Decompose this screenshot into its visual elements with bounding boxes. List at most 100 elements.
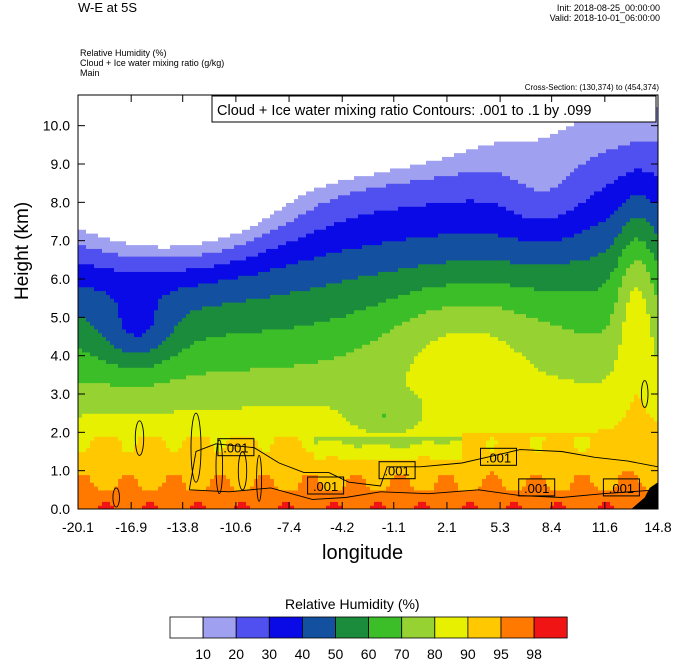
rh-cell [222,463,227,468]
rh-cell [482,378,487,384]
rh-cell [654,386,658,391]
rh-cell [266,405,271,410]
rh-cell [442,459,447,464]
rh-cell [602,459,607,464]
rh-cell [202,451,207,456]
rh-cell [546,470,551,476]
rh-cell [342,505,347,509]
rh-cell [98,478,103,483]
rh-cell [242,405,247,410]
rh-cell [590,505,595,509]
rh-cell [390,455,395,460]
rh-cell [614,413,619,418]
rh-cell [202,374,207,380]
rh-cell [262,378,267,384]
rh-cell [230,489,235,495]
rh-cell [538,409,543,414]
rh-cell [486,489,491,495]
rh-cell [430,505,435,509]
rh-cell [374,440,379,445]
rh-cell [382,501,387,506]
rh-cell [150,382,155,387]
rh-cell [134,428,139,433]
rh-cell [102,440,107,445]
rh-cell [158,447,163,453]
rh-cell [554,420,559,426]
rh-cell [230,466,235,472]
rh-cell [414,413,419,418]
rh-cell [134,382,139,387]
rh-cell [462,493,467,499]
rh-cell [82,493,87,499]
rh-cell [278,397,283,403]
rh-cell [182,382,187,387]
rh-cell [214,493,219,499]
rh-cell [310,394,315,399]
rh-cell [654,432,658,437]
rh-cell [326,436,331,441]
rh-cell [378,505,383,509]
rh-cell [614,394,619,399]
rh-cell [390,401,395,407]
rh-cell [82,447,87,453]
rh-cell [178,447,183,453]
rh-cell [302,374,307,380]
rh-cell [454,405,459,410]
rh-cell [266,436,271,441]
rh-cell [86,451,91,456]
rh-cell [462,470,467,476]
rh-cell [562,451,567,456]
rh-cell [490,466,495,472]
rh-cell [342,432,347,437]
rh-cell [102,401,107,407]
rh-cell [650,417,655,422]
rh-cell [450,428,455,433]
rh-cell [514,436,519,441]
rh-cell [162,443,167,449]
rh-cell [418,413,423,418]
rh-cell [98,470,103,476]
rh-cell [438,386,443,391]
rh-cell [634,466,639,472]
rh-cell [494,397,499,403]
rh-cell [562,405,567,410]
rh-cell [494,424,499,430]
rh-cell [338,443,343,449]
rh-cell [110,493,115,499]
rh-cell [242,424,247,430]
rh-cell [106,489,111,495]
rh-cell [130,428,135,433]
rh-cell [346,436,351,441]
rh-cell [198,436,203,441]
rh-cell [246,440,251,445]
rh-cell [370,401,375,407]
rh-cell [454,493,459,499]
rh-cell [630,463,635,468]
rh-cell [142,436,147,441]
rh-cell [482,447,487,453]
rh-cell [282,409,287,414]
rh-cell [306,489,311,495]
rh-cell [342,386,347,391]
rh-cell [166,474,171,479]
rh-cell [478,474,483,479]
rh-cell [142,386,147,391]
rh-cell [526,440,531,445]
rh-cell [562,390,567,395]
rh-cell [538,482,543,487]
rh-cell [498,424,503,430]
rh-cell [114,401,119,407]
rh-cell [78,413,83,418]
rh-cell [238,394,243,399]
rh-cell [626,432,631,437]
rh-cell [422,440,427,445]
rh-cell [226,424,231,430]
rh-cell [586,451,591,456]
rh-cell [474,443,479,449]
rh-cell [598,420,603,426]
rh-cell [218,424,223,430]
rh-cell [282,424,287,430]
rh-cell [550,405,555,410]
rh-cell [214,382,219,387]
rh-cell [318,432,323,437]
